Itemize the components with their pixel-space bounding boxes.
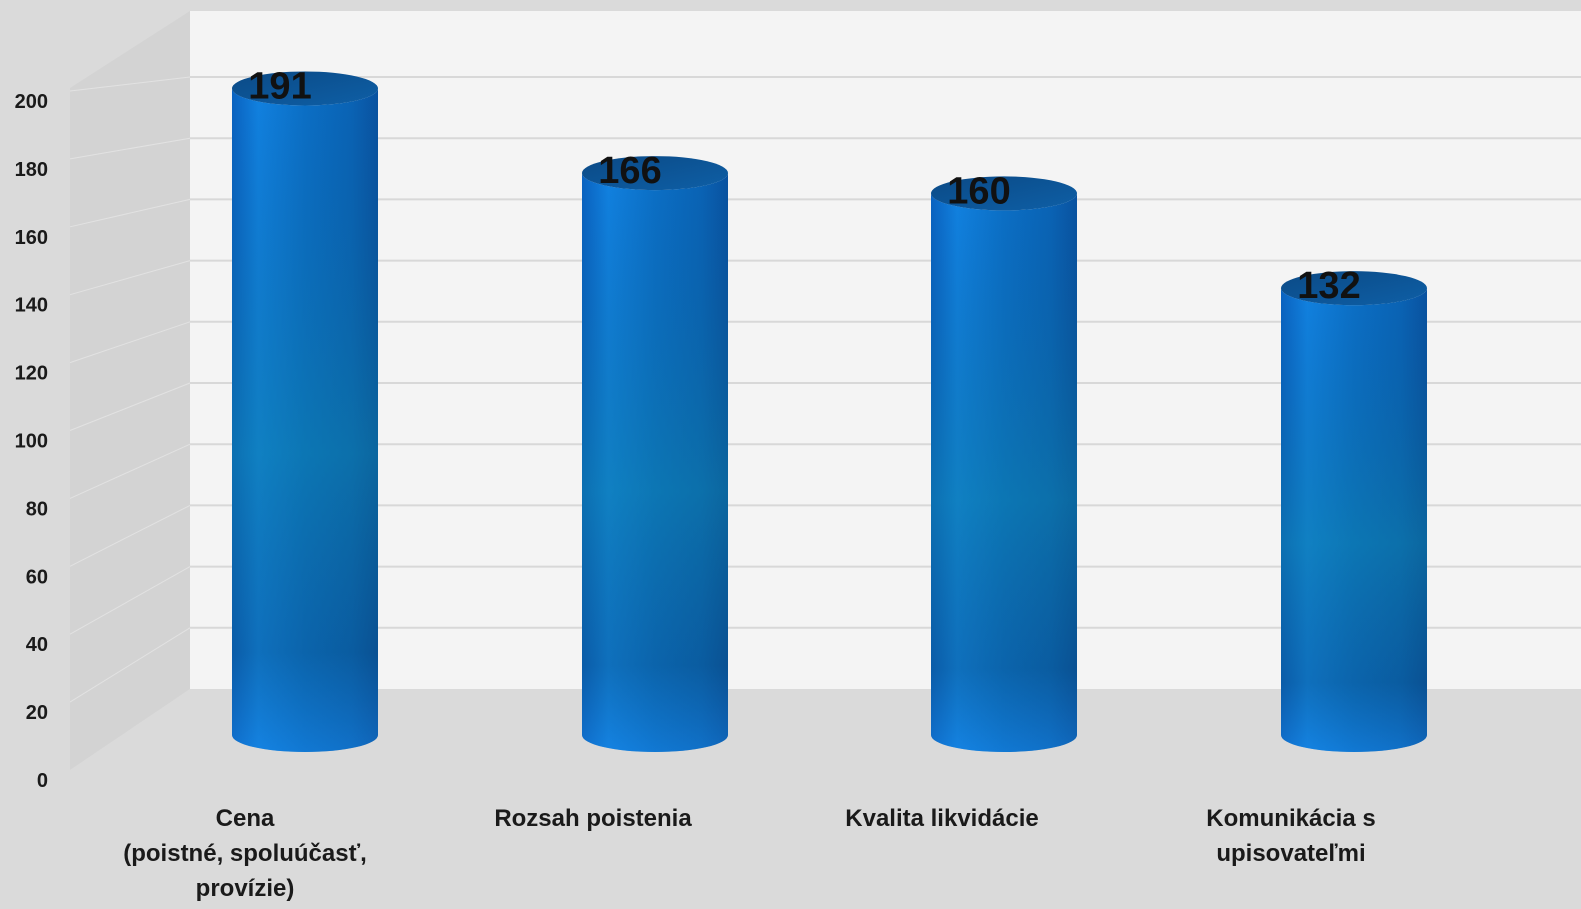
side-gridline — [69, 137, 191, 160]
x-tick-label: Cena (poistné, spoluúčasť, provízie) — [123, 805, 367, 902]
y-tick-label: 40 — [26, 634, 48, 656]
bar-shading — [1281, 288, 1427, 752]
side-gridline — [69, 627, 191, 703]
bar-top — [582, 156, 728, 191]
bar-top — [931, 176, 1077, 211]
y-tick-label: 200 — [15, 91, 48, 113]
bar-top — [1281, 271, 1427, 306]
bar-top — [232, 71, 378, 106]
y-tick-label: 20 — [26, 702, 48, 724]
data-label: 132 — [1297, 265, 1360, 307]
y-tick-label: 120 — [15, 363, 48, 385]
bar: 191 — [232, 65, 378, 752]
data-label: 191 — [248, 65, 311, 107]
chart-side-wall — [70, 11, 190, 770]
y-tick-label: 180 — [15, 159, 48, 181]
bars: 191 166 160 132 — [232, 65, 1427, 753]
side-gridline — [69, 260, 191, 296]
y-tick-label: 140 — [15, 295, 48, 317]
y-tick-label: 100 — [15, 431, 48, 453]
data-label: 160 — [947, 170, 1010, 212]
y-tick-label: 80 — [26, 498, 48, 520]
side-gridline — [69, 443, 191, 499]
side-gridline — [69, 566, 191, 635]
bar: 160 — [931, 170, 1077, 752]
x-tick-label: Rozsah poistenia — [494, 805, 692, 832]
side-gridline — [69, 321, 191, 364]
side-gridline — [69, 504, 191, 567]
data-label: 166 — [598, 150, 661, 192]
side-gridline — [69, 76, 191, 92]
y-axis-ticks: 0 20 40 60 80 100 120 140 160 180 200 — [15, 91, 48, 792]
x-tick-label: Komunikácia s upisovateľmi — [1206, 805, 1375, 867]
y-tick-label: 160 — [15, 227, 48, 249]
bar-shading — [232, 88, 378, 752]
chart-floor — [70, 689, 1581, 909]
bar: 166 — [582, 150, 728, 753]
x-tick-label: Kvalita likvidácie — [845, 805, 1038, 832]
side-gridline — [69, 198, 191, 228]
bar-shading — [931, 193, 1077, 752]
side-gridline — [69, 382, 191, 431]
y-tick-label: 0 — [37, 770, 48, 792]
bar: 132 — [1281, 265, 1427, 752]
x-axis-labels: Cena (poistné, spoluúčasť, provízie) Rozsah… — [123, 805, 1375, 902]
bar-shading — [582, 173, 728, 753]
y-tick-label: 60 — [26, 566, 48, 588]
